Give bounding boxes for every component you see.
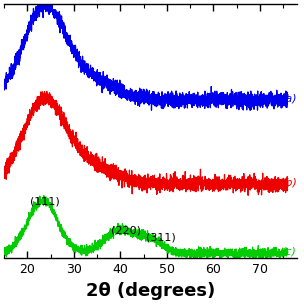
Text: (a): (a) (281, 94, 296, 104)
X-axis label: 2θ (degrees): 2θ (degrees) (86, 282, 215, 300)
Text: (311): (311) (146, 232, 176, 242)
Text: (c): (c) (281, 246, 296, 256)
Text: (220): (220) (111, 225, 141, 235)
Text: (b): (b) (281, 177, 297, 187)
Text: (111): (111) (30, 197, 60, 207)
